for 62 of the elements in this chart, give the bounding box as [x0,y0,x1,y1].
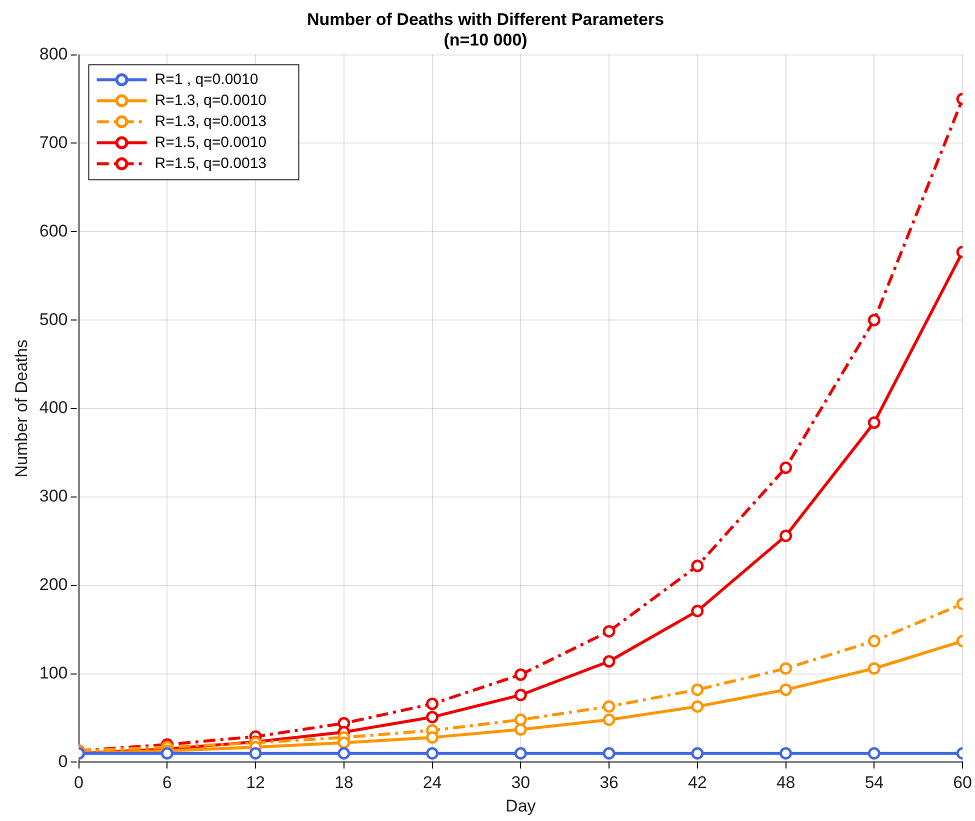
point [691,700,704,713]
x-tick-label: 6 [162,773,172,792]
chart-title: Number of Deaths with Different Parameters [306,10,664,29]
point [160,747,174,760]
legend-label: R=1.5, q=0.0013 [154,154,267,172]
point [514,668,527,681]
point [691,560,704,572]
x-tick-label: 36 [600,773,618,792]
x-tick-label: 54 [864,773,884,792]
x-axis-title: Day [506,796,536,816]
point [514,747,527,760]
point [602,655,616,668]
y-tick-label: 400 [39,398,68,418]
y-tick-label: 0 [58,752,68,771]
x-tick-label: 24 [422,773,442,792]
y-tick-label: 700 [39,132,68,152]
point [868,634,880,648]
point [514,723,527,736]
legend-label: R=1.5, q=0.0010 [154,134,267,151]
legend-label: R=1.3, q=0.0010 [154,92,267,109]
point [602,700,616,713]
point [691,683,704,696]
point [691,747,704,760]
x-tick-label: 60 [953,773,972,792]
point [691,604,704,618]
point [868,314,880,326]
chart-subtitle: (n=10 000) [444,30,528,50]
x-tick-label: 12 [246,773,265,792]
point [602,625,616,638]
point [602,747,616,760]
legend-label: R=1 , q=0.0010 [154,70,258,88]
y-tick-label: 200 [39,575,68,594]
point [780,683,792,696]
legend-label: R=1.3, q=0.0013 [154,112,267,130]
point [780,530,792,542]
point [338,736,350,749]
point [868,747,880,760]
x-tick-label: 0 [74,773,84,792]
point [780,747,792,760]
point [514,714,527,726]
point [426,731,439,744]
point [868,662,880,675]
point [426,710,439,724]
point [249,747,262,760]
point [602,714,616,726]
y-tick-label: 800 [39,44,68,64]
point [868,416,880,429]
x-tick-label: 42 [688,773,707,792]
y-tick-label: 100 [39,663,68,682]
x-tick-label: 30 [511,773,530,792]
point [780,461,792,474]
point [338,747,350,760]
y-tick-label: 300 [39,486,68,506]
x-tick-label: 18 [334,773,354,792]
point [426,747,439,760]
y-tick-label: 600 [39,221,68,240]
point [514,688,527,702]
point [426,698,439,710]
y-tick-label: 500 [39,310,68,329]
y-axis-title: Number of Deaths [12,340,31,478]
x-tick-label: 48 [776,773,796,792]
point [780,662,792,675]
